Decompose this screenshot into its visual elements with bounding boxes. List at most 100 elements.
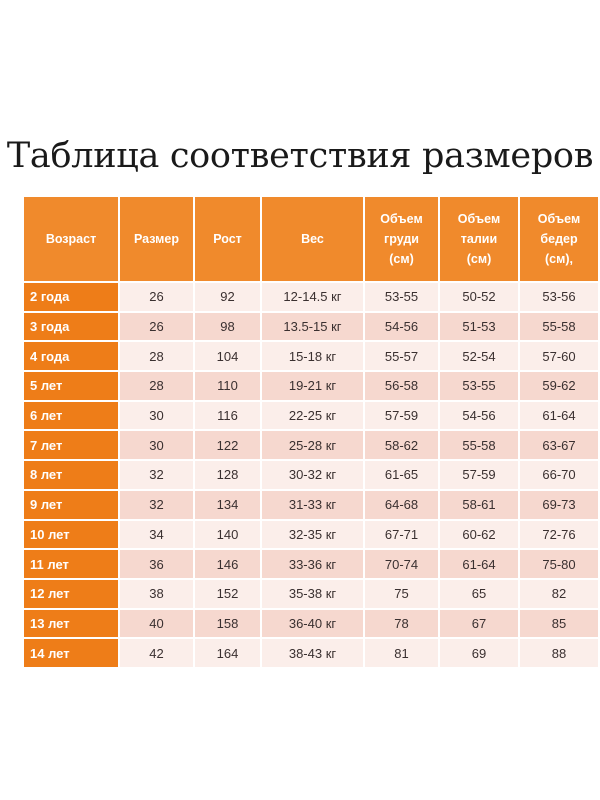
- cell-weight: 22-25 кг: [260, 399, 365, 432]
- header-waist: Объем талии (см): [438, 195, 520, 283]
- cell-hips: 59-62: [518, 370, 600, 402]
- cell-height: 116: [193, 399, 262, 432]
- cell-height: 158: [193, 607, 262, 640]
- cell-chest: 81: [363, 637, 440, 669]
- cell-waist: 51-53: [438, 310, 520, 343]
- cell-waist: 54-56: [438, 399, 520, 432]
- cell-size: 30: [118, 429, 195, 462]
- cell-hips: 75-80: [518, 548, 600, 580]
- cell-size: 38: [118, 577, 195, 610]
- table-row: 6 лет 30 116 22-25 кг 57-59 54-56 61-64: [22, 399, 600, 432]
- cell-weight: 15-18 кг: [260, 340, 365, 373]
- table-row: 13 лет 40 158 36-40 кг 78 67 85: [22, 607, 600, 640]
- table-row: 8 лет 32 128 30-32 кг 61-65 57-59 66-70: [22, 459, 600, 491]
- cell-chest: 54-56: [363, 310, 440, 343]
- cell-age: 7 лет: [22, 429, 120, 462]
- cell-weight: 35-38 кг: [260, 577, 365, 610]
- cell-size: 40: [118, 607, 195, 640]
- cell-hips: 69-73: [518, 488, 600, 521]
- cell-age: 10 лет: [22, 518, 120, 551]
- cell-chest: 75: [363, 577, 440, 610]
- cell-height: 110: [193, 370, 262, 402]
- cell-waist: 67: [438, 607, 520, 640]
- cell-height: 104: [193, 340, 262, 373]
- cell-chest: 67-71: [363, 518, 440, 551]
- cell-height: 140: [193, 518, 262, 551]
- cell-weight: 30-32 кг: [260, 459, 365, 491]
- cell-age: 2 года: [22, 281, 120, 313]
- cell-waist: 69: [438, 637, 520, 669]
- cell-hips: 85: [518, 607, 600, 640]
- cell-age: 14 лет: [22, 637, 120, 669]
- header-hips: Объем бедер (см),: [518, 195, 600, 283]
- cell-weight: 33-36 кг: [260, 548, 365, 580]
- cell-weight: 36-40 кг: [260, 607, 365, 640]
- table-row: 12 лет 38 152 35-38 кг 75 65 82: [22, 577, 600, 610]
- size-table: Возраст Размер Рост Вес Объем груди (см) Объем т…: [22, 195, 600, 669]
- cell-height: 152: [193, 577, 262, 610]
- cell-hips: 57-60: [518, 340, 600, 373]
- table-header-row: Возраст Размер Рост Вес Объем груди (см) Объем т…: [22, 195, 600, 283]
- page-title: Таблица соответствия размеров: [6, 136, 594, 176]
- cell-waist: 55-58: [438, 429, 520, 462]
- cell-chest: 55-57: [363, 340, 440, 373]
- cell-chest: 53-55: [363, 281, 440, 313]
- cell-hips: 82: [518, 577, 600, 610]
- cell-hips: 72-76: [518, 518, 600, 551]
- cell-size: 30: [118, 399, 195, 432]
- cell-age: 11 лет: [22, 548, 120, 580]
- table-row: 3 года 26 98 13.5-15 кг 54-56 51-53 55-58: [22, 310, 600, 343]
- cell-chest: 58-62: [363, 429, 440, 462]
- table-row: 4 года 28 104 15-18 кг 55-57 52-54 57-60: [22, 340, 600, 373]
- cell-waist: 61-64: [438, 548, 520, 580]
- cell-height: 146: [193, 548, 262, 580]
- cell-height: 128: [193, 459, 262, 491]
- cell-age: 6 лет: [22, 399, 120, 432]
- header-chest: Объем груди (см): [363, 195, 440, 283]
- cell-age: 5 лет: [22, 370, 120, 402]
- cell-size: 34: [118, 518, 195, 551]
- cell-height: 134: [193, 488, 262, 521]
- table-row: 2 года 26 92 12-14.5 кг 53-55 50-52 53-56: [22, 281, 600, 313]
- cell-hips: 88: [518, 637, 600, 669]
- cell-chest: 78: [363, 607, 440, 640]
- cell-age: 8 лет: [22, 459, 120, 491]
- cell-hips: 63-67: [518, 429, 600, 462]
- cell-size: 32: [118, 459, 195, 491]
- cell-waist: 57-59: [438, 459, 520, 491]
- cell-weight: 38-43 кг: [260, 637, 365, 669]
- cell-size: 36: [118, 548, 195, 580]
- cell-weight: 13.5-15 кг: [260, 310, 365, 343]
- table-row: 5 лет 28 110 19-21 кг 56-58 53-55 59-62: [22, 370, 600, 402]
- header-height: Рост: [193, 195, 262, 283]
- cell-height: 92: [193, 281, 262, 313]
- cell-waist: 65: [438, 577, 520, 610]
- cell-age: 3 года: [22, 310, 120, 343]
- table-row: 14 лет 42 164 38-43 кг 81 69 88: [22, 637, 600, 669]
- table-row: 9 лет 32 134 31-33 кг 64-68 58-61 69-73: [22, 488, 600, 521]
- cell-chest: 70-74: [363, 548, 440, 580]
- cell-size: 42: [118, 637, 195, 669]
- cell-hips: 53-56: [518, 281, 600, 313]
- header-age: Возраст: [22, 195, 120, 283]
- header-size: Размер: [118, 195, 195, 283]
- cell-waist: 53-55: [438, 370, 520, 402]
- cell-chest: 61-65: [363, 459, 440, 491]
- cell-weight: 12-14.5 кг: [260, 281, 365, 313]
- cell-height: 98: [193, 310, 262, 343]
- cell-chest: 57-59: [363, 399, 440, 432]
- cell-size: 32: [118, 488, 195, 521]
- cell-height: 164: [193, 637, 262, 669]
- cell-age: 9 лет: [22, 488, 120, 521]
- cell-hips: 61-64: [518, 399, 600, 432]
- cell-height: 122: [193, 429, 262, 462]
- cell-size: 26: [118, 281, 195, 313]
- cell-hips: 55-58: [518, 310, 600, 343]
- cell-waist: 52-54: [438, 340, 520, 373]
- cell-hips: 66-70: [518, 459, 600, 491]
- table-row: 7 лет 30 122 25-28 кг 58-62 55-58 63-67: [22, 429, 600, 462]
- cell-size: 28: [118, 370, 195, 402]
- cell-age: 13 лет: [22, 607, 120, 640]
- header-weight: Вес: [260, 195, 365, 283]
- cell-size: 26: [118, 310, 195, 343]
